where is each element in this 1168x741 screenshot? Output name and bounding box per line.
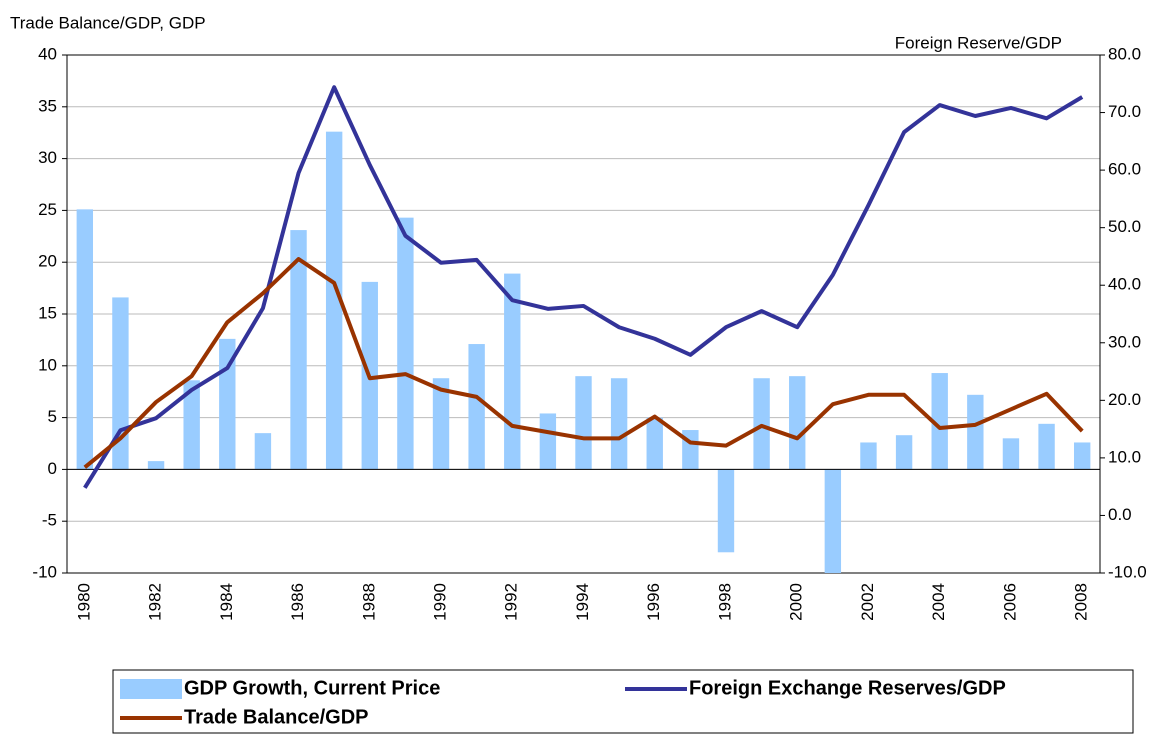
y2-tick-label: -10.0 [1108,562,1147,581]
x-tick-label: 1982 [146,583,165,621]
legend-label: Trade Balance/GDP [184,706,369,728]
bar [610,378,628,470]
bar [254,433,272,470]
plot-frame [66,54,1101,574]
bar [325,131,343,470]
y2-tick-label: 40.0 [1108,275,1141,294]
y-tick-label: -10 [32,562,57,581]
y2-tick-label: 50.0 [1108,217,1141,236]
y2-axis-title: Foreign Reserve/GDP [895,33,1062,52]
x-tick-label: 2006 [1000,583,1019,621]
bar [112,297,129,470]
y2-tick-label: 30.0 [1108,332,1141,351]
bar [753,378,770,470]
bar [183,380,200,470]
bar [717,469,735,553]
y2-tick-label: 10.0 [1108,447,1141,466]
x-tick-label: 2000 [787,583,806,621]
bar [147,461,165,470]
legend-label: Foreign Exchange Reserves/GDP [689,677,1006,699]
bar [1073,442,1091,470]
bar [895,435,913,470]
y2-tick-label: 80.0 [1108,44,1141,63]
legend-swatch [120,679,182,699]
y-tick-label: 5 [48,407,57,426]
y-tick-label: 0 [48,459,57,478]
bar [1038,423,1055,470]
y-tick-label: 15 [38,303,57,322]
x-tick-label: 1998 [715,583,734,621]
y2-tick-label: 20.0 [1108,390,1141,409]
x-tick-label: 2002 [858,583,877,621]
bar [397,217,414,470]
x-tick-label: 1994 [573,583,592,621]
y2-tick-label: 70.0 [1108,102,1141,121]
y-axis-title: Trade Balance/GDP, GDP [10,13,206,32]
y-tick-label: 30 [38,148,57,167]
bar [824,469,842,573]
bar [468,344,485,470]
x-tick-label: 1980 [74,583,93,621]
x-tick-label: 2004 [929,583,948,621]
bar [967,394,984,470]
x-tick-label: 1992 [502,583,521,621]
x-tick-label: 2008 [1072,583,1091,621]
bar [860,442,877,470]
bar [432,378,450,470]
y-tick-label: -5 [42,511,57,530]
y-tick-label: 20 [38,252,57,271]
y-tick-label: 35 [38,96,57,115]
legend-box [112,669,1134,734]
bar [290,230,307,470]
x-tick-label: 1990 [431,583,450,621]
x-tick-label: 1988 [359,583,378,621]
x-tick-label: 1984 [217,583,236,621]
bar [931,373,948,470]
line [83,85,1084,489]
bar [789,376,806,470]
x-tick-label: 1986 [288,583,307,621]
y2-tick-label: 0.0 [1108,505,1132,524]
bar [539,413,557,470]
y2-tick-label: 60.0 [1108,160,1141,179]
bar [76,209,94,470]
legend-label: GDP Growth, Current Price [184,677,440,699]
bar [646,417,663,470]
y-tick-label: 40 [38,44,57,63]
line [83,257,1084,469]
y-tick-label: 25 [38,200,57,219]
bar [1002,438,1020,470]
y-tick-label: 10 [38,355,57,374]
x-tick-label: 1996 [644,583,663,621]
bar [575,376,592,470]
